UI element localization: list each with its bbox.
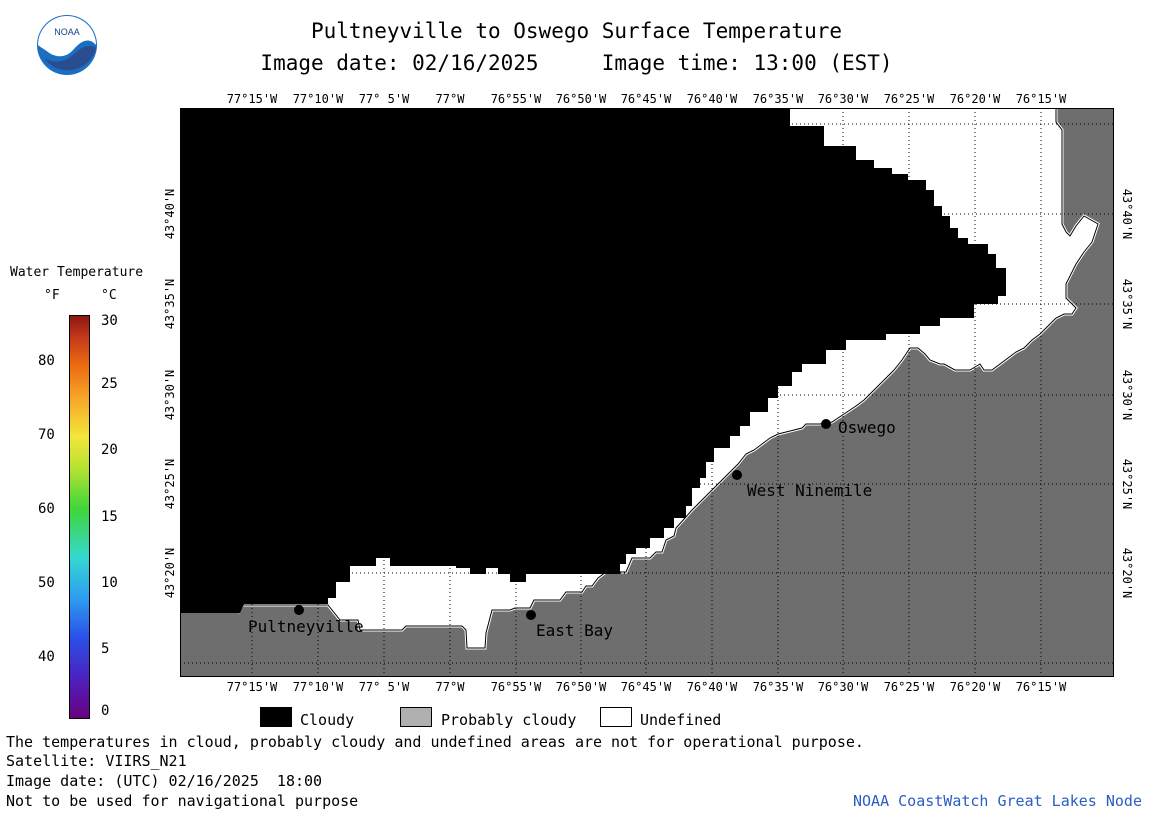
svg-text:Oswego: Oswego: [838, 418, 896, 437]
lon-label: 76°50'W: [555, 680, 607, 694]
f-tick: 50: [38, 575, 55, 591]
lon-label: 77°15'W: [226, 680, 278, 694]
legend-label-undefined: Undefined: [640, 711, 722, 729]
utc-date: Image date: (UTC) 02/16/2025 18:00: [6, 772, 323, 790]
lat-label: 43°40'N: [1120, 188, 1134, 240]
land-area: [180, 108, 1114, 677]
c-tick: 30: [101, 313, 118, 329]
legend-swatch-probably-cloudy: [400, 707, 432, 727]
satellite-info: Satellite: VIIRS_N21: [6, 752, 187, 770]
city-oswego: Oswego: [821, 418, 896, 437]
city-east-bay: East Bay: [526, 610, 613, 640]
city-pultneyville: Pultneyville: [248, 605, 364, 636]
temperature-colorbar: [69, 315, 90, 719]
lon-label: 77° 5'W: [358, 680, 410, 694]
credit-text: NOAA CoastWatch Great Lakes Node: [853, 792, 1142, 810]
lon-label: 76°20'W: [949, 680, 1001, 694]
lat-label: 43°20'N: [1120, 547, 1134, 599]
navigation-warning: Not to be used for navigational purpose: [6, 792, 359, 810]
svg-text:East Bay: East Bay: [536, 621, 613, 640]
lon-label: 77°10'W: [292, 92, 344, 106]
c-tick: 25: [101, 376, 118, 392]
lon-label: 76°40'W: [686, 680, 738, 694]
lon-label: 76°30'W: [817, 92, 869, 106]
legend-label-probably-cloudy: Probably cloudy: [441, 711, 577, 729]
c-tick: 10: [101, 575, 118, 591]
colorbar-unit-c: °C: [101, 288, 117, 303]
lat-label: 43°25'N: [163, 458, 177, 510]
image-datetime: Image date: 02/16/2025 Image time: 13:00…: [260, 51, 893, 75]
lon-label: 76°20'W: [949, 92, 1001, 106]
lon-label: 76°30'W: [817, 680, 869, 694]
lon-label: 76°55'W: [490, 680, 542, 694]
lon-label: 77°W: [435, 680, 465, 694]
city-west-ninemile: West Ninemile: [732, 470, 872, 500]
lon-label: 77°15'W: [226, 92, 278, 106]
c-tick: 0: [101, 703, 110, 719]
temperature-map: Oswego West Ninemile Pultneyville East B…: [180, 108, 1114, 677]
lat-label: 43°35'N: [1120, 278, 1134, 330]
c-tick: 20: [101, 442, 118, 458]
legend-label-cloudy: Cloudy: [300, 711, 355, 729]
lon-label: 76°25'W: [883, 680, 935, 694]
lat-label: 43°25'N: [1120, 458, 1134, 510]
legend-swatch-cloudy: [260, 707, 292, 727]
cloud-area: [180, 108, 1006, 613]
lon-label: 76°50'W: [555, 92, 607, 106]
legend-swatch-undefined: [600, 707, 632, 727]
lon-label: 76°45'W: [620, 680, 672, 694]
noaa-logo: NOAA: [37, 15, 97, 75]
f-tick: 70: [38, 427, 55, 443]
svg-text:West Ninemile: West Ninemile: [747, 481, 872, 500]
f-tick: 80: [38, 353, 55, 369]
colorbar-title: Water Temperature: [10, 265, 144, 280]
lon-label: 76°35'W: [752, 680, 804, 694]
lon-label: 77°10'W: [292, 680, 344, 694]
lon-label: 76°25'W: [883, 92, 935, 106]
graticule: [180, 108, 1114, 677]
c-tick: 15: [101, 509, 118, 525]
lon-label: 77° 5'W: [358, 92, 410, 106]
lat-label: 43°35'N: [163, 278, 177, 330]
c-tick: 5: [101, 641, 110, 657]
lat-label: 43°30'N: [1120, 369, 1134, 421]
lat-label: 43°20'N: [163, 547, 177, 599]
lat-label: 43°40'N: [163, 188, 177, 240]
f-tick: 60: [38, 501, 55, 517]
lon-label: 76°55'W: [490, 92, 542, 106]
f-tick: 40: [38, 649, 55, 665]
map-title: Pultneyville to Oswego Surface Temperatu…: [310, 19, 842, 43]
lat-label: 43°30'N: [163, 369, 177, 421]
svg-text:NOAA: NOAA: [54, 27, 80, 37]
lon-label: 76°35'W: [752, 92, 804, 106]
lon-label: 76°15'W: [1015, 680, 1067, 694]
lon-label: 76°45'W: [620, 92, 672, 106]
operational-note: The temperatures in cloud, probably clou…: [6, 733, 864, 751]
svg-text:Pultneyville: Pultneyville: [248, 617, 364, 636]
lon-label: 76°40'W: [686, 92, 738, 106]
colorbar-unit-f: °F: [44, 288, 60, 303]
lon-label: 77°W: [435, 92, 465, 106]
lon-label: 76°15'W: [1015, 92, 1067, 106]
